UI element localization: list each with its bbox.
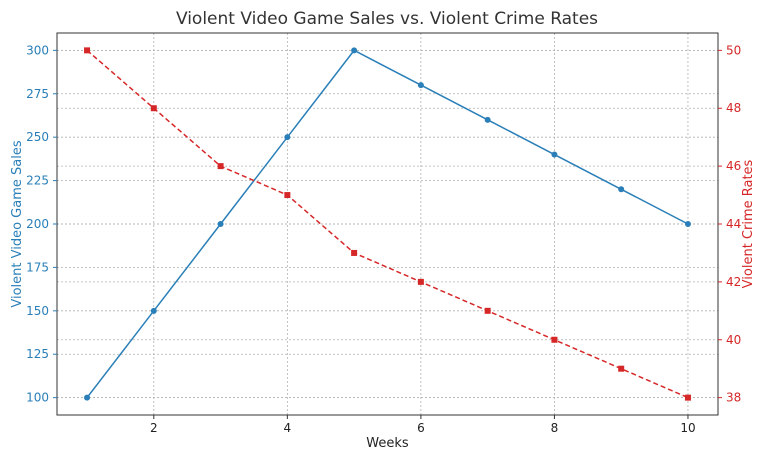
data-point-square [684, 394, 691, 401]
data-point-circle [417, 82, 424, 89]
y-left-tick-label: 225 [26, 174, 49, 188]
data-point-circle [484, 116, 491, 123]
y-left-tick-label: 275 [26, 87, 49, 101]
y-right-tick-label: 38 [726, 391, 741, 405]
y-left-tick-label: 150 [26, 304, 49, 318]
y-right-tick-label: 40 [726, 333, 741, 347]
y-right-tick-label: 42 [726, 275, 741, 289]
data-point-square [551, 336, 558, 343]
data-point-square [484, 307, 491, 314]
y-right-tick-label: 44 [726, 217, 741, 231]
x-tick-label: 8 [551, 421, 559, 435]
data-point-square [217, 163, 224, 170]
y-left-tick-label: 100 [26, 391, 49, 405]
y-left-tick-label: 300 [26, 43, 49, 57]
y-right-tick-label: 48 [726, 101, 741, 115]
y-axis-left: 100 125 150 175 200 225 250 275 300 [26, 43, 57, 405]
data-point-square [417, 278, 424, 285]
data-point-square [284, 192, 291, 199]
data-point-square [150, 105, 157, 112]
chart-title: Violent Video Game Sales vs. Violent Cri… [176, 9, 598, 29]
y-axis-right: 38 40 42 44 46 48 50 [718, 43, 741, 405]
x-tick-label: 6 [417, 421, 425, 435]
data-point-circle [351, 47, 358, 54]
data-point-circle [684, 221, 691, 227]
x-tick-label: 4 [284, 421, 292, 435]
x-axis-label: Weeks [366, 436, 409, 451]
x-tick-label: 10 [680, 421, 695, 435]
data-point-circle [84, 394, 91, 401]
x-tick-label: 2 [150, 421, 158, 435]
x-axis: 2 4 6 8 10 [150, 415, 696, 435]
y-left-tick-label: 175 [26, 260, 49, 274]
data-point-circle [551, 151, 558, 158]
data-point-square [84, 47, 91, 54]
series-line-2 [86, 49, 689, 399]
data-point-circle [284, 134, 291, 141]
data-point-square [618, 365, 625, 372]
y-left-tick-label: 125 [26, 347, 49, 361]
data-point-circle [150, 307, 157, 314]
y-right-tick-label: 50 [726, 43, 741, 57]
series-line-1 [86, 49, 689, 399]
y-left-tick-label: 250 [26, 130, 49, 144]
y-right-tick-label: 46 [726, 159, 741, 173]
data-point-circle [618, 186, 625, 193]
y-left-tick-label: 200 [26, 217, 49, 231]
data-point-square [351, 249, 358, 256]
grid-lines [57, 33, 718, 415]
y-axis-right-label: Violent Crime Rates [741, 159, 756, 288]
y-axis-left-label: Violent Video Game Sales [10, 140, 25, 307]
series-layer [84, 47, 691, 401]
data-point-circle [217, 221, 224, 227]
